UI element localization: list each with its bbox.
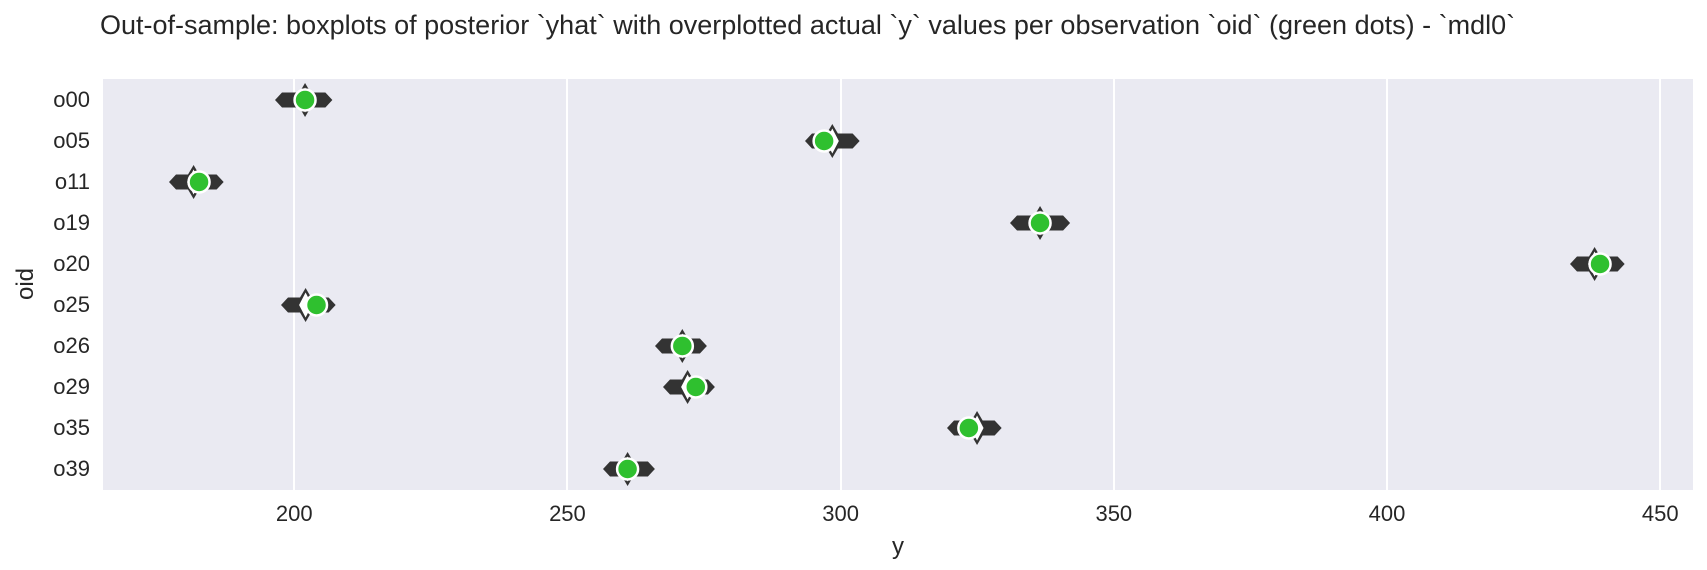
boxen-left-whisker <box>280 297 303 313</box>
actual-y-dot-o26 <box>670 334 694 358</box>
boxen-cluster-o26 <box>654 329 707 364</box>
y-tick-o29: o29 <box>53 374 90 400</box>
gridline-300 <box>839 79 842 490</box>
boxen-cluster-o35 <box>947 411 1002 446</box>
gridline-200 <box>293 79 296 490</box>
boxen-cluster-o20 <box>1570 246 1625 281</box>
actual-y-dot-o11 <box>186 170 211 194</box>
boxen-cluster-o05 <box>805 123 860 158</box>
y-tick-o39: o39 <box>53 456 90 482</box>
x-tick-250: 250 <box>549 501 586 526</box>
actual-y-dot-o29 <box>684 375 708 399</box>
gridline-450 <box>1659 79 1662 490</box>
y-tick-o25: o25 <box>53 292 90 318</box>
boxen-cluster-o25 <box>280 288 336 323</box>
boxen-left-whisker <box>1570 256 1592 272</box>
actual-y-dot-o39 <box>615 457 640 482</box>
x-tick-450: 450 <box>1641 501 1679 526</box>
gridline-350 <box>1112 79 1115 490</box>
actual-y-dot-o20 <box>1588 252 1612 276</box>
boxen-cluster-o11 <box>168 164 224 199</box>
y-tick-o20: o20 <box>53 250 90 276</box>
x-tick-300: 300 <box>822 501 859 526</box>
boxen-cluster-o39 <box>602 452 655 487</box>
boxen-right-whisker <box>980 420 1002 436</box>
y-tick-o11: o11 <box>54 168 90 194</box>
y-tick-o05: o05 <box>53 127 90 153</box>
gridline-400 <box>1386 79 1389 490</box>
x-tick-200: 200 <box>275 501 313 526</box>
plot-area <box>103 79 1693 490</box>
boxen-left-whisker <box>168 174 191 190</box>
boxen-right-whisker <box>835 133 860 149</box>
x-tick-400: 400 <box>1368 501 1406 526</box>
y-axis-label: oid <box>12 267 40 301</box>
boxen-cluster-o19 <box>1010 205 1071 240</box>
actual-y-dot-o19 <box>1028 211 1052 235</box>
chart-title: Out-of-sample: boxplots of posterior `yh… <box>100 10 1516 40</box>
actual-y-dot-o35 <box>957 416 981 441</box>
actual-y-dot-o05 <box>812 128 836 153</box>
actual-y-dot-o25 <box>304 293 328 317</box>
x-axis-label: y <box>892 533 904 560</box>
y-tick-o19: o19 <box>53 209 90 235</box>
boxen-left-whisker <box>663 379 685 395</box>
gridline-250 <box>566 79 569 490</box>
y-tick-o35: o35 <box>53 415 90 441</box>
y-tick-o00: o00 <box>53 86 90 112</box>
actual-y-dot-o00 <box>293 87 317 112</box>
y-tick-o26: o26 <box>53 333 90 359</box>
x-tick-350: 350 <box>1095 501 1133 526</box>
boxen-cluster-o29 <box>663 370 715 405</box>
boxen-cluster-o00 <box>275 82 333 117</box>
